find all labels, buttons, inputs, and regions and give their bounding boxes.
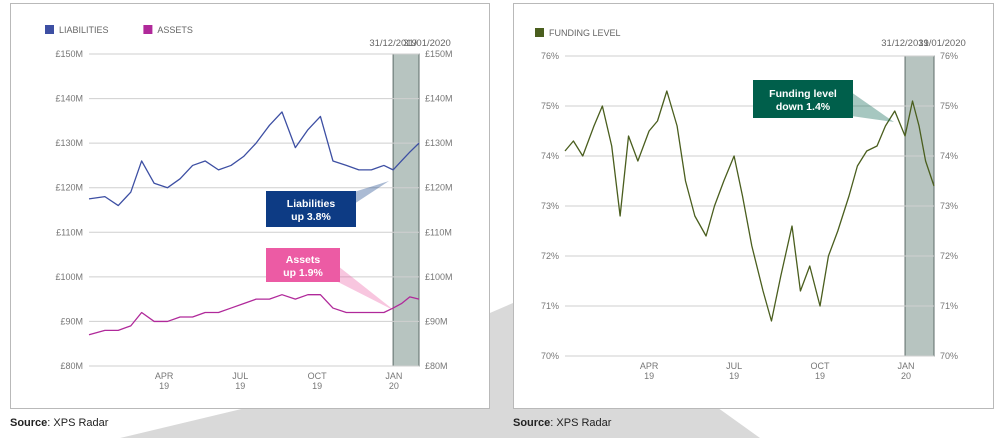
source-note-right: Source: XPS Radar [513, 417, 611, 429]
period-end-label: 31/01/2020 [403, 38, 451, 49]
callout-assets-box [266, 248, 340, 282]
y-tick-label-left: 70% [541, 351, 559, 361]
y-tick-label-right: 73% [940, 201, 958, 211]
y-tick-label-right: 72% [940, 251, 958, 261]
legend-swatch [45, 25, 54, 34]
series-line-liabilities [88, 111, 420, 207]
liabilities-assets-chart: £80M £80M £90M £90M £100M £100M £110M £110M £120… [45, 25, 453, 391]
y-tick-label-right: £130M [425, 138, 453, 148]
y-tick-label-left: £120M [55, 183, 83, 193]
y-tick-label-right: £120M [425, 183, 453, 193]
period-start-label: 31/12/2019 [369, 38, 417, 49]
shaded-period [392, 53, 420, 367]
legend-label: ASSETS [157, 25, 193, 35]
y-tick-label-left: £80M [60, 361, 83, 371]
y-tick-label-left: 71% [541, 301, 559, 311]
y-tick-label-right: £80M [425, 361, 448, 371]
y-tick-label-left: 73% [541, 201, 559, 211]
period-end-label: 31/01/2020 [918, 38, 966, 49]
callout-assets-line1: Assets [286, 254, 321, 266]
y-tick-label-left: £130M [55, 138, 83, 148]
y-tick-label-right: £140M [425, 94, 453, 104]
source-note-left: Source: XPS Radar [10, 417, 108, 429]
series-line-assets [88, 294, 420, 336]
legend-label: FUNDING LEVEL [549, 28, 621, 38]
y-tick-label-right: £110M [425, 227, 452, 237]
y-tick-label-left: £140M [55, 94, 83, 104]
x-tick-label: JAN 20 [897, 361, 914, 381]
x-tick-label: APR 19 [155, 371, 174, 391]
y-tick-label-left: £110M [56, 227, 83, 237]
y-tick-label-right: £150M [425, 49, 453, 59]
x-tick-label: OCT 19 [308, 371, 328, 391]
callout-funding-level-box [753, 80, 853, 118]
callout-funding-level-line2: down 1.4% [776, 101, 831, 113]
source-text: : XPS Radar [47, 417, 109, 429]
callout-funding-level-line1: Funding level [769, 88, 837, 100]
y-tick-label-right: 74% [940, 151, 958, 161]
callout-assets-pointer [338, 266, 395, 311]
y-tick-label-left: 72% [541, 251, 559, 261]
y-tick-label-left: 75% [541, 101, 559, 111]
liabilities-assets-chart-panel: £80M £80M £90M £90M £100M £100M £110M £110M £120… [10, 3, 490, 409]
callout-funding-level-pointer [851, 92, 894, 122]
source-label: Source [10, 417, 48, 429]
x-tick-label: OCT 19 [811, 361, 831, 381]
source-label: Source [513, 417, 551, 429]
x-tick-label: JUL 19 [726, 361, 742, 381]
y-tick-label-right: 76% [940, 51, 958, 61]
y-tick-label-left: 74% [541, 151, 559, 161]
x-tick-label: JUL 19 [232, 371, 248, 391]
y-tick-label-right: £100M [425, 272, 453, 282]
funding-level-chart-panel: 70% 70% 71% 71% 72% 72% 73% 73% 74% 74% 75% 75% 76% 7… [513, 3, 994, 409]
callout-liabilities-line1: Liabilities [287, 198, 336, 210]
series-line-funding-level [564, 90, 935, 322]
y-tick-label-left: £100M [55, 272, 83, 282]
y-tick-label-left: 76% [541, 51, 559, 61]
y-tick-label-right: 70% [940, 351, 958, 361]
callout-assets-line2: up 1.9% [283, 267, 323, 279]
funding-level-chart: 70% 70% 71% 71% 72% 72% 73% 73% 74% 74% 75% 75% 76% 7… [535, 28, 966, 381]
y-tick-label-right: 75% [940, 101, 958, 111]
x-tick-label: APR 19 [640, 361, 659, 381]
legend-label: LIABILITIES [59, 25, 109, 35]
y-tick-label-right: £90M [425, 316, 448, 326]
callout-liabilities-box [266, 191, 356, 227]
period-start-label: 31/12/2019 [881, 38, 929, 49]
y-tick-label-left: £90M [60, 316, 83, 326]
legend-swatch [143, 25, 153, 34]
legend-swatch [535, 28, 544, 37]
y-tick-label-left: £150M [55, 49, 83, 59]
x-tick-label: JAN 20 [385, 371, 402, 391]
callout-liabilities-pointer [354, 181, 389, 204]
y-tick-label-right: 71% [940, 301, 958, 311]
source-text: : XPS Radar [550, 417, 612, 429]
callout-liabilities-line2: up 3.8% [291, 211, 331, 223]
